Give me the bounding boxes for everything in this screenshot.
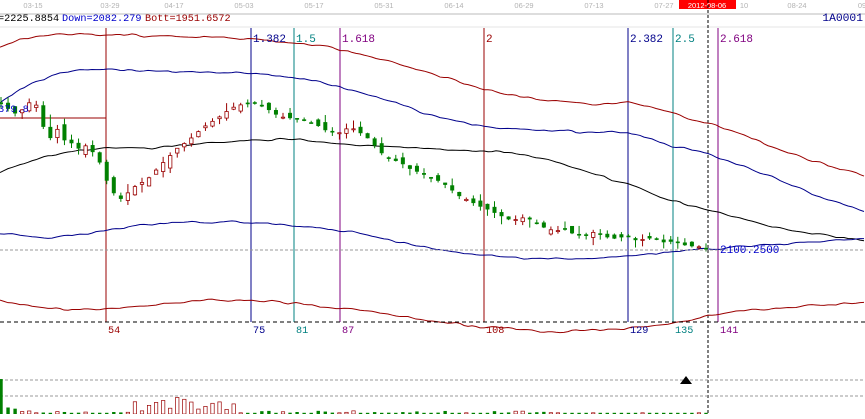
svg-text:2.5: 2.5 bbox=[675, 34, 695, 46]
svg-text:141: 141 bbox=[720, 326, 738, 337]
svg-text:108: 108 bbox=[486, 326, 504, 337]
svg-text:Bott=1951.6572: Bott=1951.6572 bbox=[145, 14, 231, 25]
svg-text:07-27: 07-27 bbox=[654, 1, 673, 10]
svg-text:2.382: 2.382 bbox=[630, 34, 663, 46]
svg-text:2: 2 bbox=[486, 34, 493, 46]
svg-text:06-14: 06-14 bbox=[444, 1, 463, 10]
svg-text:2379.8: 2379.8 bbox=[0, 105, 29, 116]
svg-text:08-24: 08-24 bbox=[787, 1, 806, 10]
svg-text:135: 135 bbox=[675, 326, 693, 337]
svg-text:Down=2082.279: Down=2082.279 bbox=[62, 14, 141, 25]
svg-text:03-15: 03-15 bbox=[23, 1, 42, 10]
svg-text:87: 87 bbox=[342, 326, 354, 337]
svg-text:2.618: 2.618 bbox=[720, 34, 753, 46]
svg-text:05-31: 05-31 bbox=[374, 1, 393, 10]
svg-text:05-03: 05-03 bbox=[234, 1, 253, 10]
svg-text:2100.2500: 2100.2500 bbox=[720, 245, 779, 257]
svg-text:129: 129 bbox=[630, 326, 648, 337]
svg-text:05-17: 05-17 bbox=[304, 1, 323, 10]
svg-text:2012-08-06: 2012-08-06 bbox=[688, 1, 726, 10]
svg-text:1.5: 1.5 bbox=[296, 34, 316, 46]
svg-text:81: 81 bbox=[296, 326, 308, 337]
svg-text:03-29: 03-29 bbox=[100, 1, 119, 10]
svg-text:06-29: 06-29 bbox=[514, 1, 533, 10]
svg-text:10: 10 bbox=[740, 1, 748, 10]
svg-text:1.618: 1.618 bbox=[342, 34, 375, 46]
svg-text:07-13: 07-13 bbox=[584, 1, 603, 10]
svg-text:1A0001: 1A0001 bbox=[822, 13, 863, 25]
svg-text:=2225.8854: =2225.8854 bbox=[0, 14, 59, 25]
svg-text:1.382: 1.382 bbox=[253, 34, 286, 46]
svg-text:09: 09 bbox=[858, 1, 865, 10]
svg-text:54: 54 bbox=[108, 326, 120, 337]
svg-text:04-17: 04-17 bbox=[164, 1, 183, 10]
svg-text:75: 75 bbox=[253, 326, 265, 337]
